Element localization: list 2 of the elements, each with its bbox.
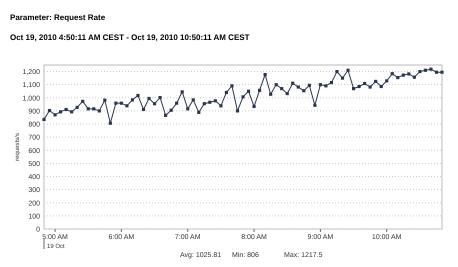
chart-title: Parameter: Request Rate [10,13,106,22]
chart-subtitle: Oct 19, 2010 4:50:11 AM CEST - Oct 19, 2010 10:50:11 AM CEST [10,33,250,42]
